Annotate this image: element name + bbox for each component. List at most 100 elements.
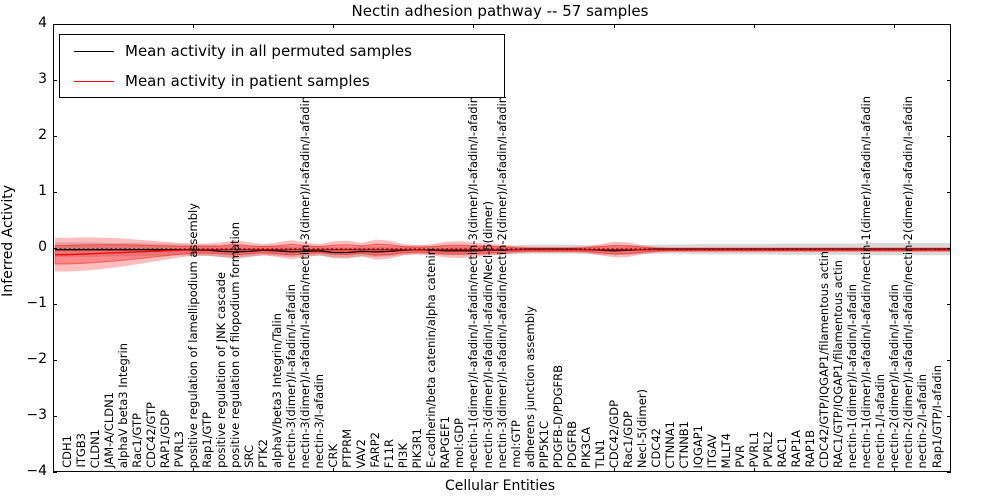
- y-tick-label: 0: [38, 239, 47, 255]
- x-category-label: nectin-2/I-afadin: [915, 373, 930, 469]
- y-tick-right: [947, 415, 951, 417]
- x-category-label: PIP5K1C: [536, 420, 551, 468]
- x-tick-top: [894, 24, 896, 28]
- x-tick-top: [613, 24, 615, 28]
- x-category-label: CDC42: [648, 428, 663, 468]
- x-category-label: TLN1: [592, 438, 607, 468]
- x-category-label: positive regulation of JNK cascade: [213, 272, 228, 468]
- x-category-label: CDC42/GTP: [143, 402, 158, 468]
- x-tick-top: [192, 24, 194, 28]
- y-tick-left: [53, 359, 57, 361]
- legend-row-patient: Mean activity in patient samples: [60, 67, 504, 95]
- y-tick-right: [947, 247, 951, 249]
- x-category-label: mol:GDP: [452, 417, 467, 468]
- x-category-label: PDGFRB: [564, 420, 579, 468]
- x-category-label: RAP1A: [789, 430, 804, 468]
- patient-line-sample: [74, 80, 114, 82]
- y-tick-right: [947, 471, 951, 473]
- x-category-label: positive regulation of filopodium format…: [227, 222, 242, 468]
- y-tick-left: [53, 79, 57, 81]
- x-tick-bottom: [473, 468, 475, 472]
- x-category-label: PVR: [733, 445, 747, 468]
- y-tick-label: 3: [38, 71, 47, 87]
- x-category-label: PVRL2: [761, 431, 776, 468]
- permuted-line-sample: [74, 50, 114, 52]
- legend-row-permuted: Mean activity in all permuted samples: [60, 37, 504, 65]
- y-tick-right: [947, 359, 951, 361]
- y-tick-left: [53, 415, 57, 417]
- x-tick-bottom: [894, 468, 896, 472]
- x-category-label: RAPGEF1: [438, 415, 453, 468]
- y-tick-left: [53, 191, 57, 193]
- x-category-label: nectin-2(dimer)/I-afadin/I-afadin: [887, 283, 902, 468]
- x-category-label: PTPRM: [340, 429, 355, 468]
- y-tick-label: 1: [38, 183, 47, 199]
- x-category-label: CTNNA1: [662, 420, 677, 468]
- y-tick-right: [947, 23, 951, 25]
- y-tick-left: [53, 135, 57, 137]
- x-category-label: positive regulation of lamellipodium ass…: [185, 202, 200, 468]
- x-tick-top: [754, 24, 756, 28]
- y-tick-right: [947, 79, 951, 81]
- x-category-label: CDC42/GTP/IQGAP1/filamentous actin: [817, 250, 832, 468]
- x-category-label: Rap1/GTP: [199, 412, 214, 468]
- x-category-label: nectin-1(dimer)/I-afadin/I-afadin/nectin…: [466, 95, 481, 468]
- x-category-label: nectin-1/I-afadin: [873, 373, 888, 469]
- x-category-label: nectin-3(dimer)/I-afadin/I-afadin/nectin…: [298, 95, 313, 468]
- y-tick-label: −3: [26, 407, 47, 423]
- x-tick-top: [333, 24, 335, 28]
- x-category-label: CDH1: [59, 435, 74, 468]
- y-tick-label: −4: [26, 463, 47, 479]
- x-category-label: IQGAP1: [690, 424, 705, 468]
- x-category-label: nectin-1(dimer)/I-afadin/I-afadin: [845, 283, 860, 468]
- x-category-label: RAC1/GTP/IQGAP1/filamentous actin: [831, 260, 846, 468]
- y-tick-label: −1: [26, 295, 47, 311]
- x-category-label: CTNNB1: [676, 420, 691, 468]
- x-category-label: mol:GTP: [508, 420, 523, 468]
- y-tick-label: 2: [38, 127, 47, 143]
- y-tick-right: [947, 303, 951, 305]
- x-category-label: nectin-2(dimer)/I-afadin/I-afadin/nectin…: [901, 95, 916, 468]
- y-tick-label: −2: [26, 351, 47, 367]
- x-category-label: nectin-1(dimer)/I-afadin/I-afadin/nectin…: [859, 95, 874, 468]
- x-category-label: PVRL3: [171, 431, 186, 468]
- x-category-label: RAP1/GDP: [157, 409, 172, 468]
- x-category-label: SRC: [241, 445, 256, 468]
- x-category-label: Necl-5(dimer): [634, 388, 649, 468]
- x-axis-label: Cellular Entities: [444, 478, 556, 494]
- x-category-label: alphaV/beta3 Integrin/Talin: [270, 312, 284, 468]
- x-category-label: nectin-3(dimer)/I-afadin/I-afadin/nectin…: [494, 95, 509, 468]
- x-category-label: CLDN1: [87, 428, 102, 468]
- x-tick-bottom: [754, 468, 756, 472]
- x-category-label: Rap1/GTP/I-afadin: [929, 364, 944, 468]
- legend-label-patient: Mean activity in patient samples: [125, 72, 370, 90]
- x-category-label: F11R: [382, 438, 397, 468]
- x-category-label: PVRL1: [747, 431, 762, 468]
- x-tick-bottom: [613, 468, 615, 472]
- x-category-label: nectin-3(dimer)/I-afadin/I-afadin/Necl-5…: [480, 200, 495, 468]
- x-category-label: alphaV beta3 Integrin: [115, 342, 130, 468]
- x-category-label: RAC1: [775, 437, 790, 468]
- x-category-label: Rac1/GTP: [129, 413, 144, 468]
- x-category-label: PTK2: [256, 439, 270, 468]
- legend: Mean activity in all permuted samples Me…: [59, 34, 505, 98]
- x-category-label: PDGFB-D/PDGFRB: [550, 364, 565, 468]
- x-category-label: JAM-A/CLDN1: [101, 392, 116, 468]
- y-tick-right: [947, 135, 951, 137]
- x-category-label: E-cadherin/beta catenin/alpha catenin: [424, 248, 439, 468]
- x-category-label: FARP2: [368, 432, 383, 468]
- x-category-label: PIK3CA: [578, 426, 593, 468]
- x-category-label: CDC42/GDP: [606, 399, 621, 468]
- x-category-label: CRK: [326, 444, 341, 468]
- x-category-label: MLLT4: [719, 432, 733, 469]
- y-tick-left: [53, 23, 57, 25]
- x-category-label: adherens junction assembly: [522, 306, 537, 468]
- x-category-label: PI3K: [396, 442, 411, 468]
- y-tick-right: [947, 191, 951, 193]
- x-tick-bottom: [333, 468, 335, 472]
- x-category-label: PIK3R1: [410, 427, 425, 469]
- x-category-label: VAV2: [354, 438, 369, 468]
- y-tick-left: [53, 303, 57, 305]
- x-category-label: nectin-3(dimer)/I-afadin/I-afadin: [284, 283, 298, 468]
